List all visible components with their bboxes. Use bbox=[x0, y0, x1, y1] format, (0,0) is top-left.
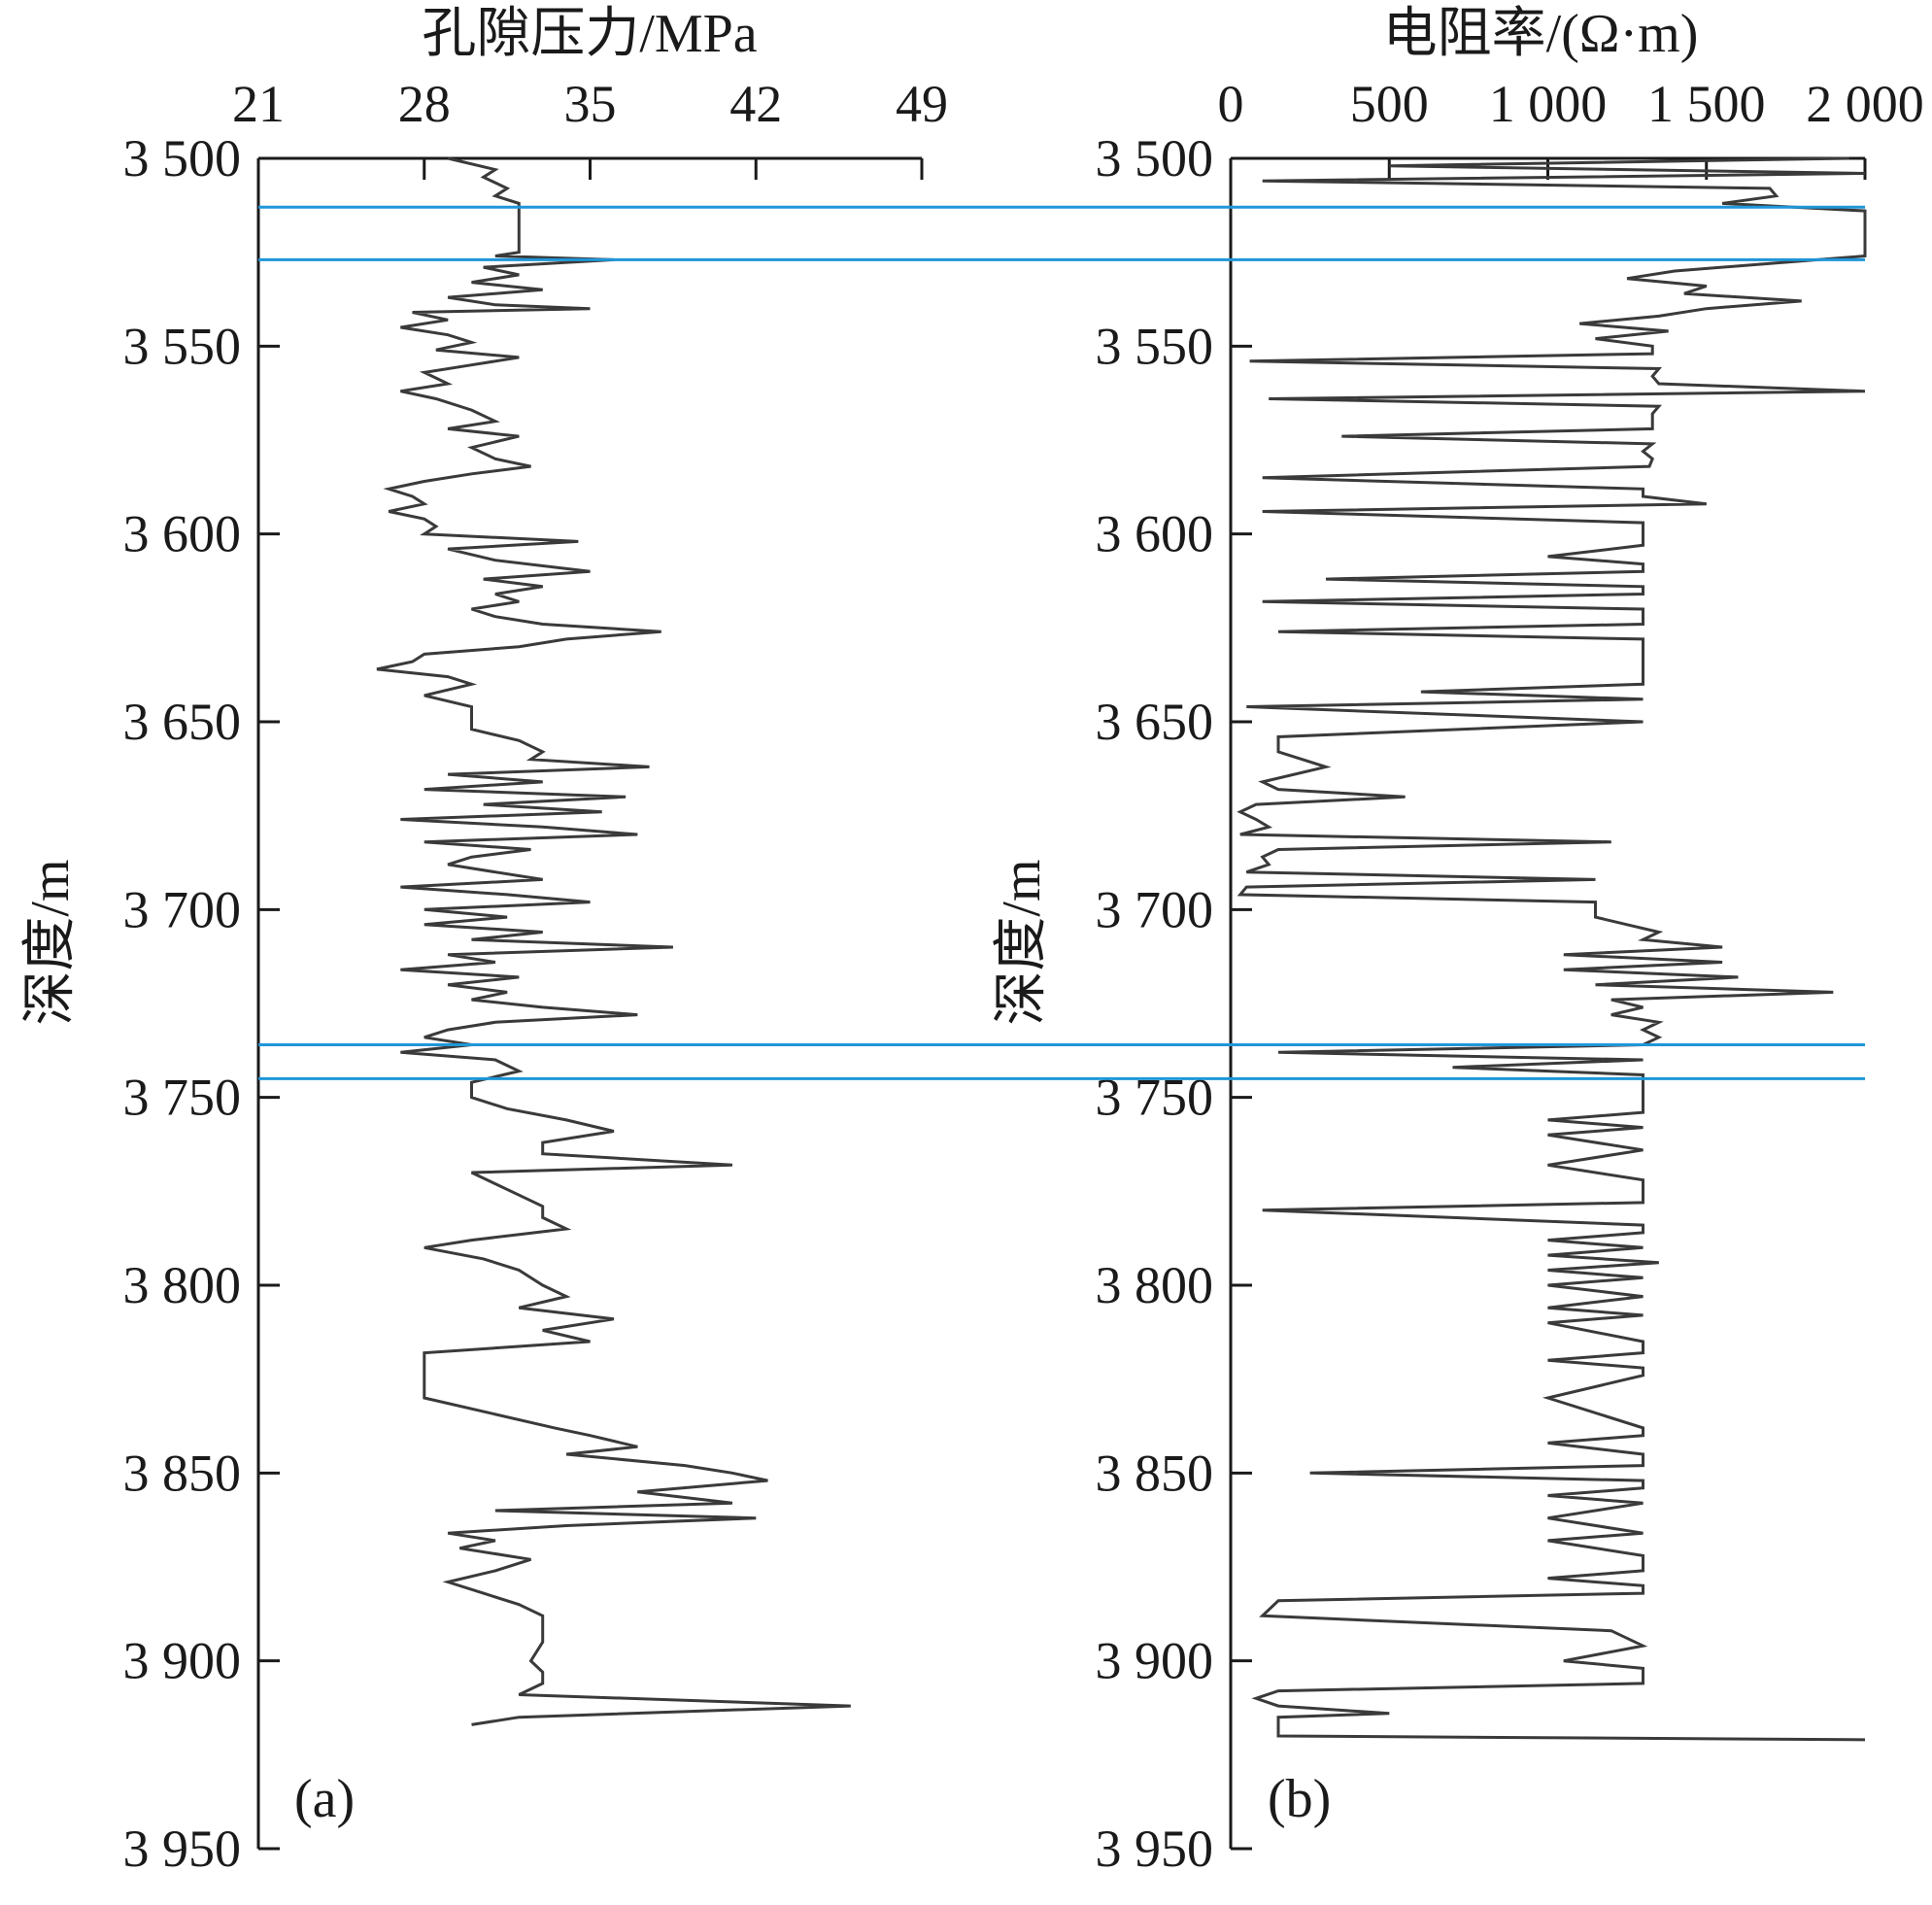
y-tick-label: 3 700 bbox=[1096, 880, 1214, 938]
y-tick-label: 3 850 bbox=[123, 1444, 242, 1502]
resistivity-depth-axis-title: 深度/m bbox=[992, 859, 1052, 1025]
highlight-lines bbox=[258, 205, 1865, 1080]
x-tick-label: 0 bbox=[1218, 75, 1244, 133]
resistivity-x-ticks: 0 500 1 000 1 500 2 000 bbox=[1218, 75, 1924, 180]
resistivity-axis-title: 电阻率/(Ω·m) bbox=[1383, 4, 1699, 64]
y-tick-label: 3 800 bbox=[1096, 1256, 1214, 1314]
y-tick-label: 3 650 bbox=[123, 693, 242, 751]
y-tick-label: 3 500 bbox=[1096, 129, 1214, 187]
pore-pressure-y-ticks: 3 500 3 550 3 600 3 650 3 700 3 750 3 800 3 850… bbox=[123, 129, 280, 1878]
y-tick-label: 3 550 bbox=[1096, 317, 1214, 375]
x-tick-label: 35 bbox=[564, 75, 617, 133]
y-tick-label: 3 650 bbox=[1096, 693, 1214, 751]
panel-label-b: (b) bbox=[1268, 1769, 1331, 1829]
x-tick-label: 28 bbox=[398, 75, 451, 133]
y-tick-label: 3 900 bbox=[1096, 1632, 1214, 1690]
y-tick-label: 3 850 bbox=[1096, 1444, 1214, 1502]
x-tick-label: 42 bbox=[729, 75, 782, 133]
x-tick-label: 1 500 bbox=[1647, 75, 1766, 133]
y-tick-label: 3 600 bbox=[123, 505, 242, 563]
pore-pressure-x-ticks: 21 28 35 42 49 bbox=[232, 75, 948, 180]
pore-pressure-panel: 孔隙压力/MPa 21 28 35 42 49 3 500 3 550 3 600 3 650… bbox=[20, 4, 948, 1878]
y-tick-label: 3 950 bbox=[1096, 1820, 1214, 1878]
x-tick-label: 500 bbox=[1350, 75, 1429, 133]
pore-pressure-depth-axis-title: 深度/m bbox=[20, 859, 81, 1025]
pore-pressure-axis-title: 孔隙压力/MPa bbox=[422, 4, 757, 64]
y-tick-label: 3 700 bbox=[123, 880, 242, 938]
y-tick-label: 3 750 bbox=[123, 1069, 242, 1127]
x-tick-label: 49 bbox=[896, 75, 948, 133]
pore-pressure-curve bbox=[376, 156, 851, 1726]
y-tick-label: 3 900 bbox=[123, 1632, 242, 1690]
y-tick-label: 3 550 bbox=[123, 317, 242, 375]
x-tick-label: 1 000 bbox=[1489, 75, 1608, 133]
panel-label-a: (a) bbox=[294, 1769, 355, 1829]
x-tick-label: 2 000 bbox=[1806, 75, 1924, 133]
y-tick-label: 3 600 bbox=[1096, 505, 1214, 563]
resistivity-curve bbox=[1237, 156, 1867, 1742]
x-tick-label: 21 bbox=[232, 75, 285, 133]
y-tick-label: 3 750 bbox=[1096, 1069, 1214, 1127]
resistivity-panel: 电阻率/(Ω·m) 0 500 1 000 1 500 2 000 3 500 3 550… bbox=[992, 4, 1924, 1878]
resistivity-y-ticks: 3 500 3 550 3 600 3 650 3 700 3 750 3 800 3 850… bbox=[1096, 129, 1252, 1878]
y-tick-label: 3 500 bbox=[123, 129, 242, 187]
y-tick-label: 3 950 bbox=[123, 1820, 242, 1878]
y-tick-label: 3 800 bbox=[123, 1256, 242, 1314]
